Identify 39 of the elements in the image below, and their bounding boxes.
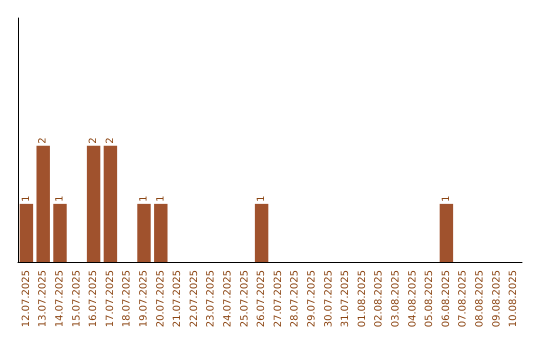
x-tick-label: 26.07.2025 [256, 270, 268, 328]
x-tick-label: 03.08.2025 [390, 270, 402, 328]
data-label: 1 [54, 196, 66, 202]
x-tick-label: 23.07.2025 [206, 270, 217, 328]
x-tick-label: 05.08.2025 [424, 270, 436, 328]
x-tick-label: 21.07.2025 [172, 270, 184, 328]
x-tick-label: 08.08.2025 [474, 270, 486, 328]
x-tick-label: 01.08.2025 [356, 270, 368, 328]
x-tick-label: 29.07.2025 [306, 270, 318, 328]
x-tick-label: 25.07.2025 [239, 270, 250, 328]
x-tick-label: 12.07.2025 [20, 270, 32, 328]
x-tick-label: 13.07.2025 [38, 270, 49, 328]
data-label: 1 [20, 196, 32, 202]
x-tick-label: 06.08.2025 [440, 270, 452, 328]
x-tick-label: 22.07.2025 [188, 270, 200, 328]
data-label: 1 [138, 196, 150, 202]
x-tick-label: 18.07.2025 [122, 270, 133, 328]
x-tick-label: 17.07.2025 [104, 270, 116, 328]
data-label: 2 [88, 137, 100, 144]
x-tick-label: 02.08.2025 [374, 270, 385, 328]
x-tick-label: 09.08.2025 [491, 270, 502, 328]
x-tick-label: 24.07.2025 [222, 270, 234, 328]
data-label: 2 [104, 137, 116, 144]
x-tick-label: 28.07.2025 [290, 270, 301, 328]
data-label: 2 [38, 137, 49, 144]
x-tick-label: 19.07.2025 [138, 270, 150, 328]
x-tick-label: 16.07.2025 [88, 270, 100, 328]
data-label: 1 [256, 196, 268, 202]
x-tick-label: 20.07.2025 [155, 270, 166, 328]
x-tick-label: 30.07.2025 [323, 270, 334, 328]
data-label: 1 [155, 196, 166, 202]
x-tick-label: 31.07.2025 [340, 270, 352, 328]
x-tick-label: 04.08.2025 [407, 270, 418, 328]
x-tick-label: 14.07.2025 [54, 270, 66, 328]
x-tick-label: 10.08.2025 [508, 270, 520, 328]
data-label: 1 [440, 196, 452, 202]
x-tick-label: 07.08.2025 [458, 270, 469, 328]
x-tick-label: 15.07.2025 [71, 270, 82, 328]
x-tick-label: 27.07.2025 [272, 270, 284, 328]
